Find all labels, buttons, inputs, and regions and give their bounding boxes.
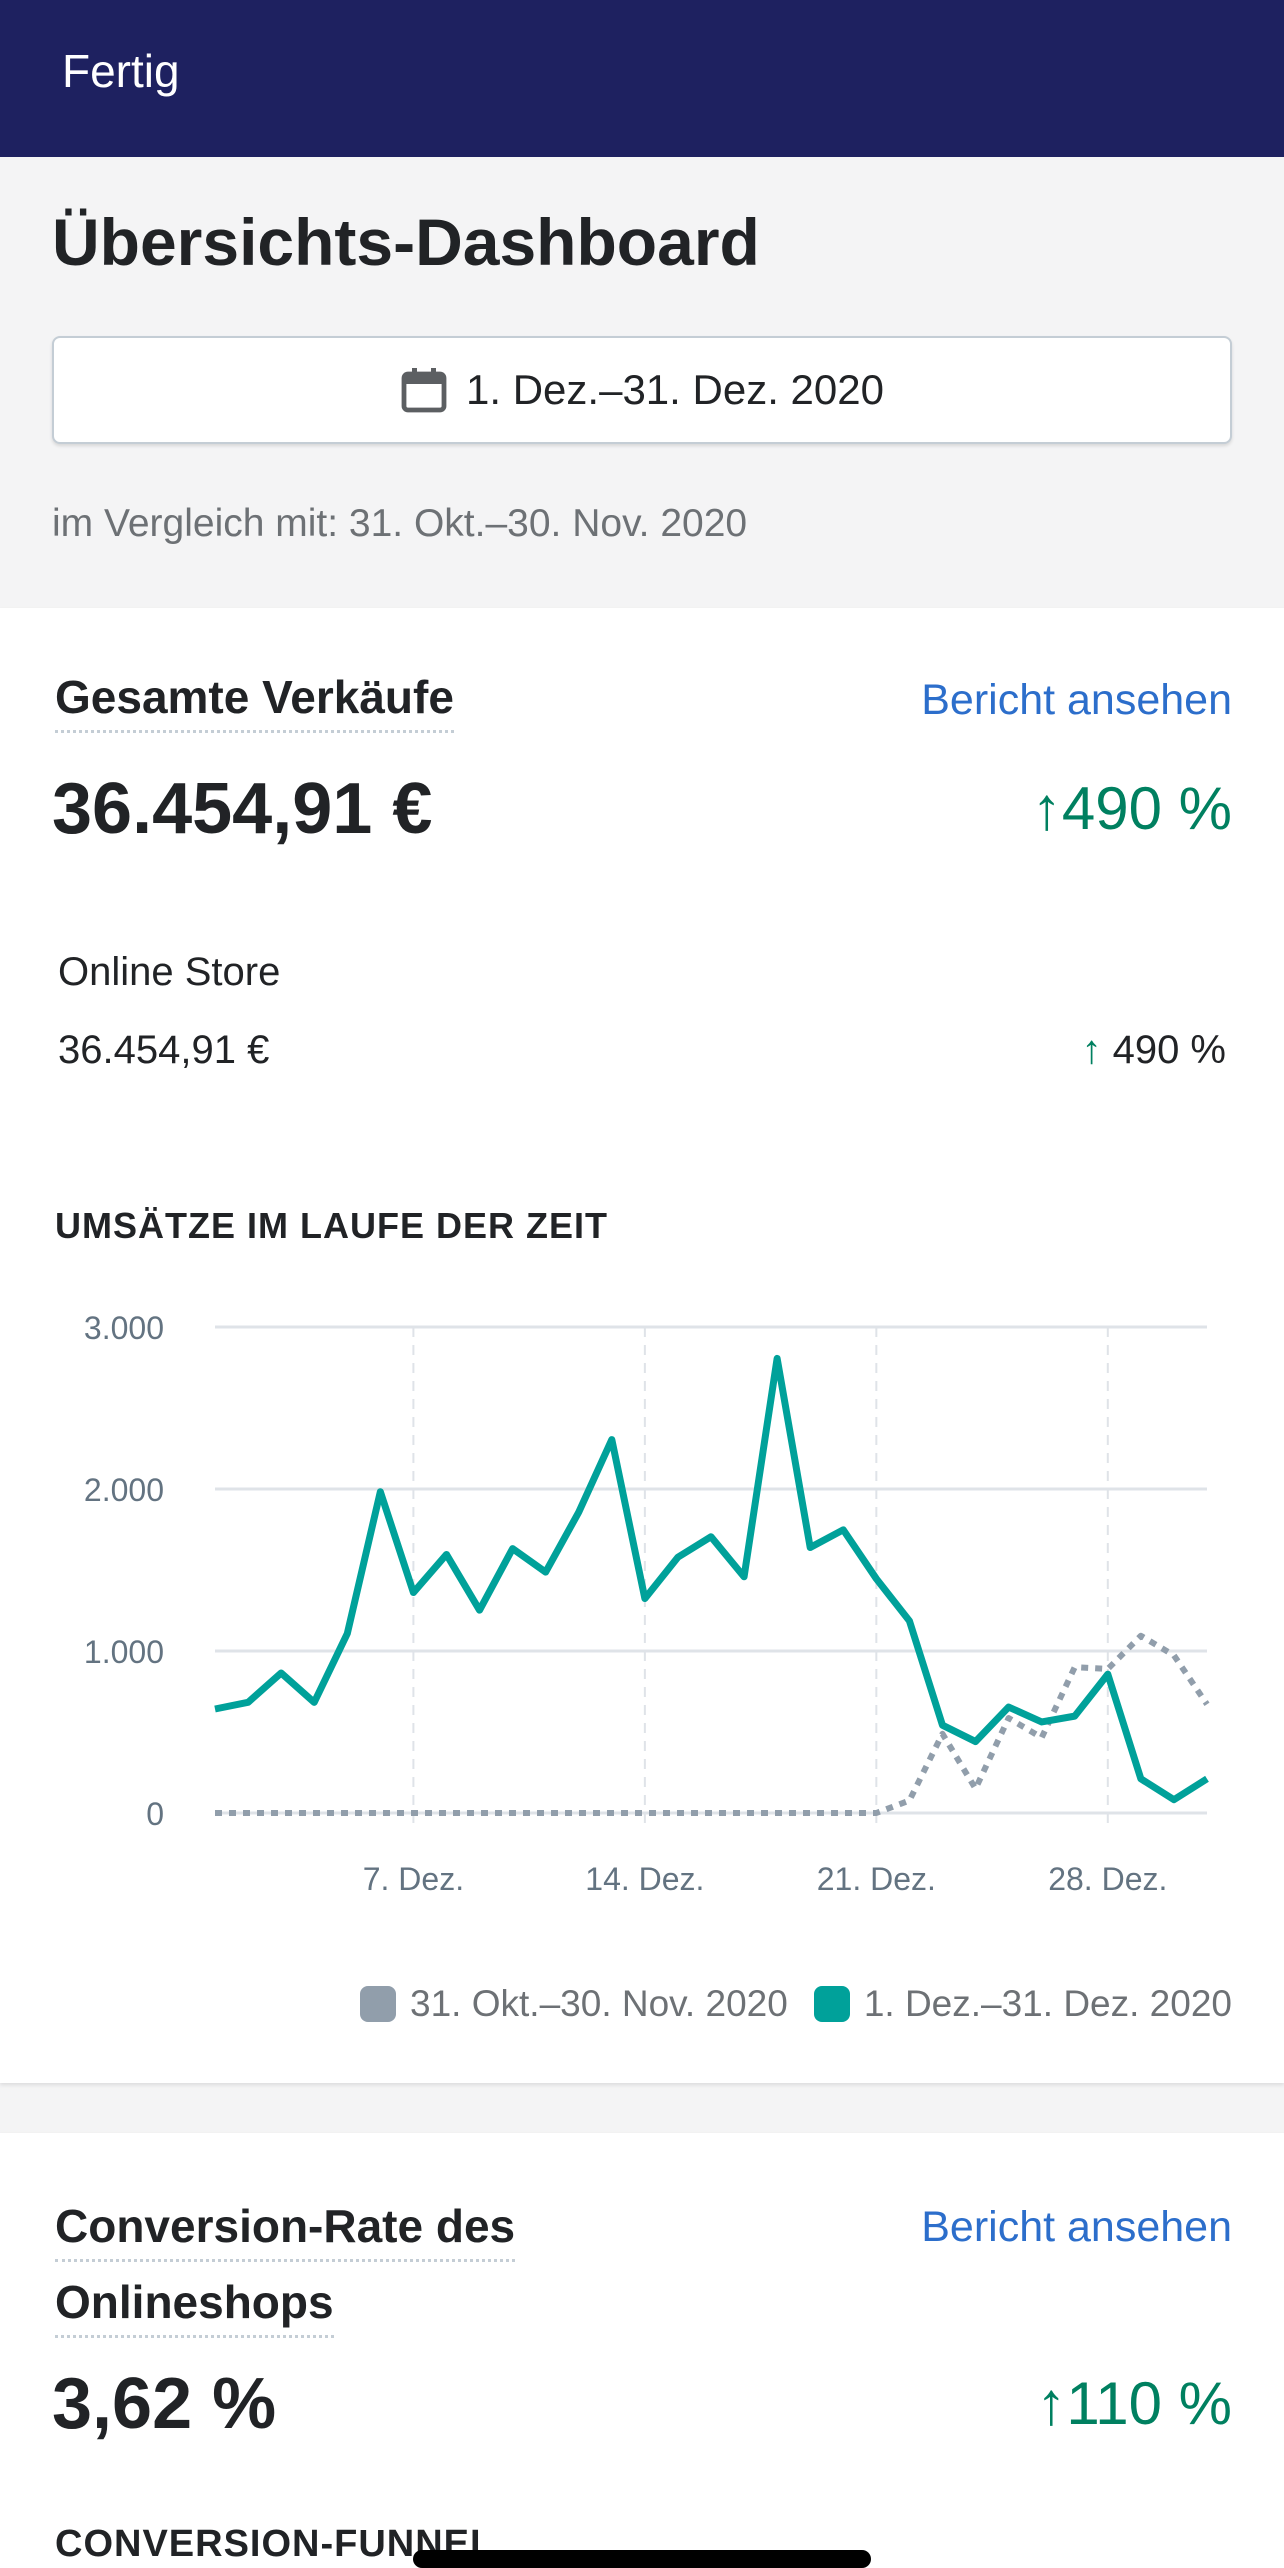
series-line-current [214, 1354, 1209, 1804]
page-title: Übersichts-Dashboard [52, 205, 760, 279]
sales-chart: 0 1.000 2.000 3.000 7. Dez. 14. Dez. 21. Dez. 2… [84, 1310, 1210, 1897]
arrow-up-icon: ↑ [1081, 1028, 1113, 1072]
x-tick-label: 14. Dez. [585, 1861, 704, 1897]
compare-text: im Vergleich mit: 31. Okt.–30. Nov. 2020 [52, 502, 748, 545]
legend-label-current: 1. Dez.–31. Dez. 2020 [863, 1983, 1232, 2024]
legend-swatch-current [813, 1986, 850, 2022]
sales-title[interactable]: Gesamte Verkäufe [55, 670, 454, 733]
channel-delta: ↑ 490 % [1081, 1028, 1226, 1072]
arrow-up-icon: ↑ [1031, 775, 1062, 842]
sales-card: Gesamte Verkäufe Bericht ansehen 36.454,… [0, 608, 1284, 2083]
conversion-title-line2[interactable]: Onlineshops [55, 2275, 334, 2338]
legend-label-previous: 31. Okt.–30. Nov. 2020 [410, 1983, 788, 2024]
chart-title: UMSÄTZE IM LAUFE DER ZEIT [55, 1205, 608, 1246]
conversion-value: 3,62 % [52, 2364, 277, 2444]
y-tick-label: 0 [146, 1796, 164, 1832]
done-button[interactable]: Fertig [62, 45, 180, 97]
top-bar: Fertig [0, 0, 1284, 157]
arrow-up-icon: ↑ [1036, 2370, 1067, 2437]
channel-total: 36.454,91 € [58, 1028, 270, 1072]
conversion-delta: ↑110 % [1036, 2370, 1232, 2437]
x-tick-label: 7. Dez. [363, 1861, 464, 1897]
sales-delta: ↑490 % [1031, 775, 1232, 842]
sales-report-link[interactable]: Bericht ansehen [921, 676, 1232, 724]
date-range-label: 1. Dez.–31. Dez. 2020 [466, 366, 884, 413]
sales-total: 36.454,91 € [52, 769, 433, 849]
conversion-report-link[interactable]: Bericht ansehen [921, 2203, 1232, 2251]
conversion-title-line1[interactable]: Conversion-Rate des [55, 2199, 516, 2262]
x-tick-label: 28. Dez. [1048, 1861, 1167, 1897]
channel-name: Online Store [58, 950, 281, 994]
home-indicator [413, 2550, 871, 2568]
x-tick-label: 21. Dez. [817, 1861, 936, 1897]
y-tick-label: 2.000 [84, 1472, 164, 1508]
date-range-button[interactable]: 1. Dez.–31. Dez. 2020 [52, 336, 1232, 444]
series-line-previous [215, 1632, 1210, 1816]
legend-swatch-previous [360, 1986, 397, 2022]
calendar-icon [401, 368, 447, 413]
y-tick-label: 1.000 [84, 1634, 164, 1670]
y-tick-label: 3.000 [84, 1310, 164, 1346]
conversion-card: Conversion-Rate des Onlineshops Bericht … [0, 2133, 1284, 2568]
chart-legend: 31. Okt.–30. Nov. 2020 1. Dez.–31. Dez. … [360, 1983, 1232, 2025]
